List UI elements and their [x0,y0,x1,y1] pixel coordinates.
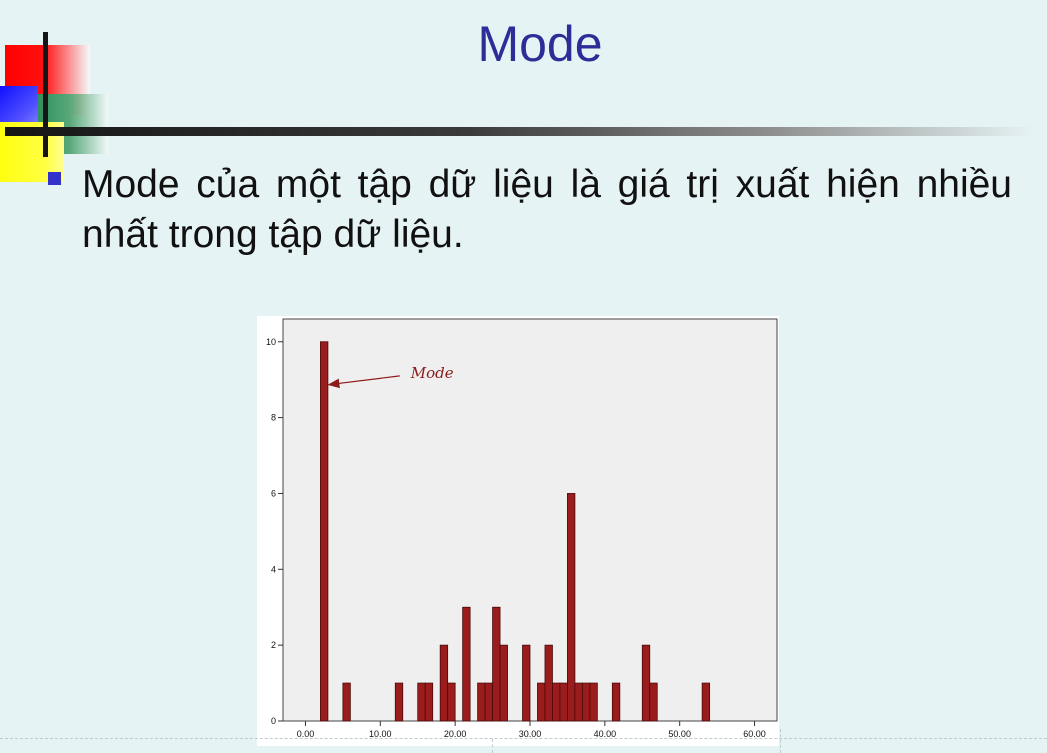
histogram-bar [394,682,404,722]
histogram-bar [701,682,711,722]
y-tick-label: 0 [271,716,276,726]
histogram-bar [462,606,471,722]
bullet-square-icon [48,172,61,185]
histogram-bar [320,341,329,722]
mode-arrow [327,375,400,389]
histogram-bar [641,644,651,722]
mode-annotation-label: Mode [410,364,454,382]
y-tick-label: 10 [266,337,276,347]
histogram-bar [342,682,351,722]
x-tick-label: 10.00 [369,729,392,739]
histogram-bar [522,644,531,722]
y-tick-label: 8 [271,413,276,423]
histogram-bar [581,682,591,722]
slide-title: Mode [477,16,603,72]
histogram-bar [552,682,561,722]
x-tick-label: 30.00 [519,729,542,739]
mode-annotation: Mode [327,364,454,389]
y-axis: 0 2 4 6 8 10 [266,337,283,726]
y-tick-label: 4 [271,564,276,574]
x-tick-label: 0.00 [297,729,315,739]
bullet-text: Mode của một tập dữ liệu là giá trị xuất… [82,163,1012,256]
histogram-bar [589,682,598,722]
horizontal-rule [5,127,1035,136]
x-axis: 0.00 10.00 20.00 30.00 40.00 50.00 60.00 [297,721,766,739]
histogram-bar [447,682,456,722]
histogram-svg: 0 2 4 6 8 10 0.00 10.00 20.00 30.00 40.00 50.00 60.… [266,318,778,739]
histogram-bar [537,682,546,722]
histogram-bar [559,682,568,722]
histogram-bar [477,682,486,722]
bars [320,341,711,722]
y-tick-label: 6 [271,488,276,498]
y-tick-label: 2 [271,640,276,650]
x-tick-label: 40.00 [594,729,617,739]
x-tick-label: 20.00 [444,729,467,739]
vertical-rule [43,32,48,157]
slide-bottom-edge [0,729,1047,753]
histogram-bar [544,644,553,722]
histogram-bar [574,682,583,722]
histogram-bar [567,493,576,722]
histogram-bar [484,682,493,722]
x-tick-label: 50.00 [668,729,691,739]
histogram-chart: 0 2 4 6 8 10 0.00 10.00 20.00 30.00 40.00 50.00 60.… [257,316,779,746]
histogram-bar [499,644,508,722]
histogram-bar [424,682,434,722]
histogram-bar [492,606,501,722]
histogram-bar [611,682,621,722]
histogram-bar [649,682,658,722]
histogram-bar [439,644,449,722]
histogram-bar [417,682,426,722]
x-tick-label: 60.00 [743,729,766,739]
